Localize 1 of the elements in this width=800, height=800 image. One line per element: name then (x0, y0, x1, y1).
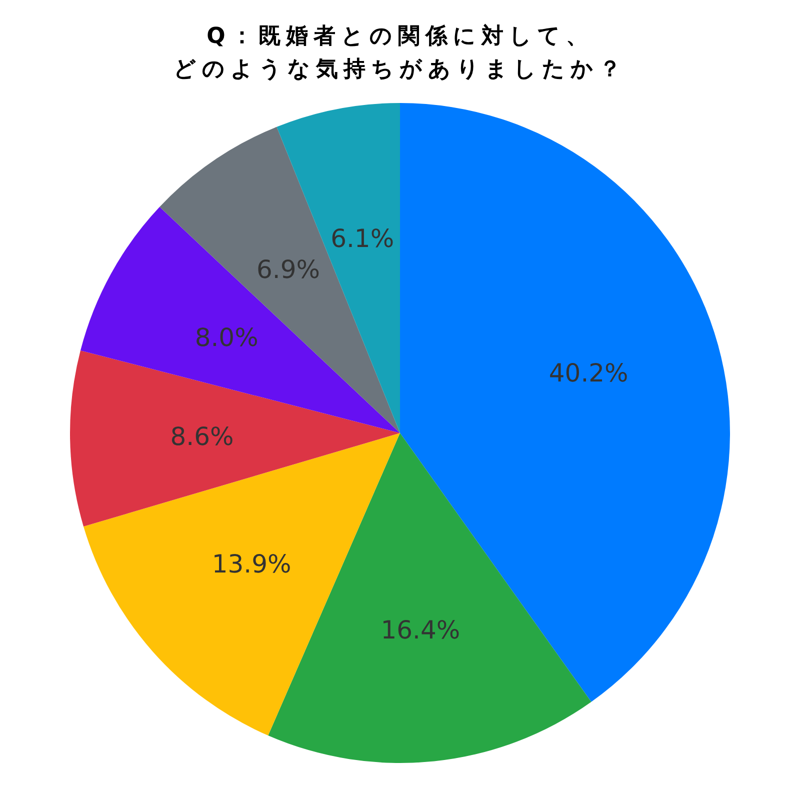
title: Q：既婚者との関係に対して、どのような気持ちがありましたか？ (172, 22, 628, 84)
